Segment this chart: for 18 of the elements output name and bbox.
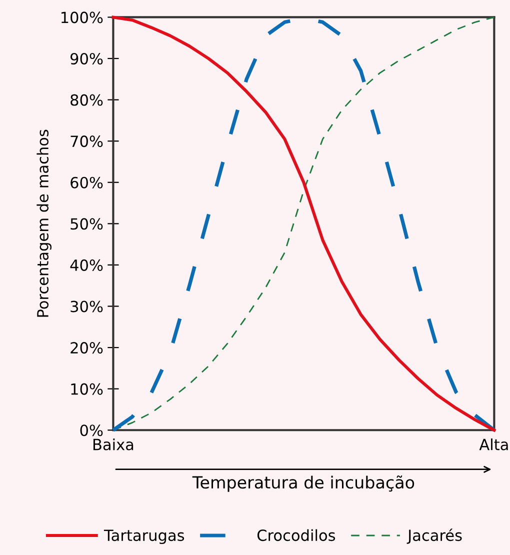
legend-label: Crocodilos [257,529,336,542]
legend-label: Tartarugas [104,530,184,544]
y-tick-label: 80% [70,94,103,106]
y-tick-label: 20% [70,342,103,354]
y-tick-label: 50% [70,218,103,230]
y-axis-title: Porcentagem de machos [36,130,52,317]
y-tick-label: 40% [70,259,103,271]
y-tick-label: 0% [80,424,103,436]
y-tick-label: 100% [62,12,103,24]
legend-label: Jacarés [406,528,462,544]
y-tick-label: 90% [70,52,103,65]
x-tick-label: Alta [479,438,508,450]
y-tick-label: 10% [71,383,103,395]
x-axis-title: Temperatura de incubação [192,475,414,492]
y-tick-label: 30% [70,300,103,312]
y-tick-label: 60% [70,176,103,188]
x-tick-label: Baixa [93,438,134,450]
y-tick-label: 70% [70,136,103,148]
